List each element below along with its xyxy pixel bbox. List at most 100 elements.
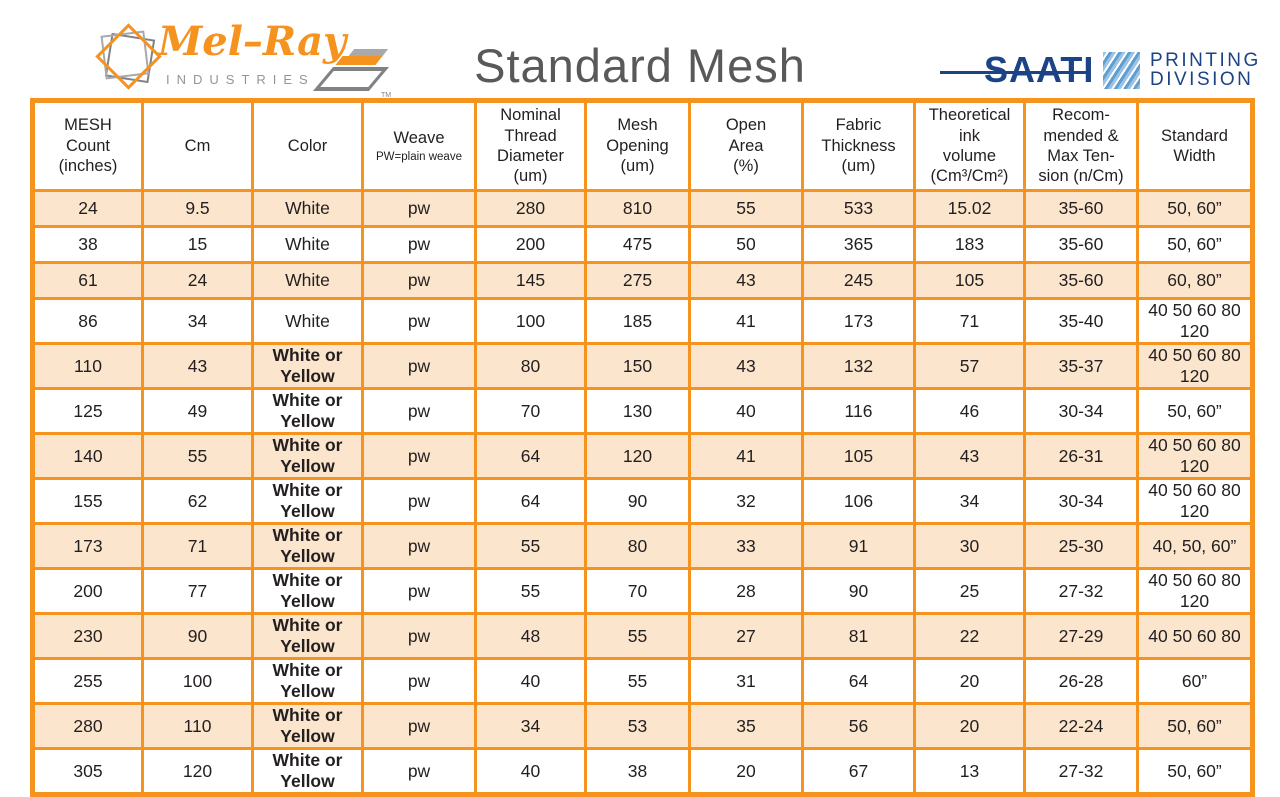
cell-tension: 30-34 xyxy=(1023,387,1139,435)
cell-weave: pw xyxy=(361,261,477,300)
cell-open-area: 43 xyxy=(688,261,804,300)
col-header-fabric-thickness: Fabric Thickness (um) xyxy=(801,99,916,192)
cell-open-area: 27 xyxy=(688,612,804,660)
cell-tension: 35-40 xyxy=(1023,297,1139,345)
cell-open-area: 35 xyxy=(688,702,804,750)
cell-standard-width: 60, 80” xyxy=(1136,261,1254,300)
cell-weave: pw xyxy=(361,657,477,705)
cell-color: White xyxy=(251,261,364,300)
cell-thread-diameter: 200 xyxy=(474,225,587,264)
col-header-open-area: Open Area (%) xyxy=(688,99,804,192)
table-row: 110 43 White or Yellow pw 80 150 43 132 57 35-37 4… xyxy=(31,342,1254,390)
cell-open-area: 50 xyxy=(688,225,804,264)
cell-thread-diameter: 55 xyxy=(474,567,587,615)
cell-mesh-count: 125 xyxy=(31,387,144,435)
cell-tension: 27-29 xyxy=(1023,612,1139,660)
saati-printing-division-label: PRINTING DIVISION xyxy=(1150,51,1261,89)
table-row: 230 90 White or Yellow pw 48 55 27 81 22 27-29 40 … xyxy=(31,612,1254,660)
saati-division-line2: DIVISION xyxy=(1150,69,1254,90)
col-header-standard-width: Standard Width xyxy=(1136,99,1254,192)
col-header-label: Mesh Opening (um) xyxy=(606,116,669,176)
page-title: Standard Mesh xyxy=(474,39,806,92)
cell-open-area: 40 xyxy=(688,387,804,435)
cell-cm: 24 xyxy=(141,261,254,300)
cell-standard-width: 60” xyxy=(1136,657,1254,705)
cell-open-area: 33 xyxy=(688,522,804,570)
cell-mesh-opening: 80 xyxy=(584,522,691,570)
cell-open-area: 55 xyxy=(688,189,804,228)
cell-weave: pw xyxy=(361,297,477,345)
cell-fabric-thickness: 90 xyxy=(801,567,916,615)
col-header-weave: Weave PW=plain weave xyxy=(361,99,477,192)
saati-line-decoration xyxy=(940,71,1090,74)
cell-standard-width: 40, 50, 60” xyxy=(1136,522,1254,570)
col-header-label: Fabric Thickness (um) xyxy=(821,116,896,176)
cell-thread-diameter: 70 xyxy=(474,387,587,435)
cell-cm: 90 xyxy=(141,612,254,660)
cell-color: White or Yellow xyxy=(251,657,364,705)
cell-ink-volume: 20 xyxy=(913,657,1026,705)
cell-color: White xyxy=(251,189,364,228)
cell-thread-diameter: 64 xyxy=(474,477,587,525)
cell-color: White or Yellow xyxy=(251,387,364,435)
table-row: 125 49 White or Yellow pw 70 130 40 116 46 30-34 5… xyxy=(31,387,1254,435)
col-header-label: MESH Count (inches) xyxy=(58,116,118,176)
col-header-color: Color xyxy=(251,99,364,192)
cell-fabric-thickness: 533 xyxy=(801,189,916,228)
col-header-subtext: PW=plain weave xyxy=(376,150,462,163)
cell-cm: 34 xyxy=(141,297,254,345)
cell-fabric-thickness: 116 xyxy=(801,387,916,435)
col-header-label: Recom- mended & Max Ten- sion (n/Cm) xyxy=(1038,106,1124,186)
melray-wordmark: Mel–Ray xyxy=(158,18,347,65)
cell-standard-width: 40 50 60 80 120 xyxy=(1136,297,1254,345)
col-header-label: Color xyxy=(287,136,328,155)
table-row: 200 77 White or Yellow pw 55 70 28 90 25 27-32 40 … xyxy=(31,567,1254,615)
table-row: 280 110 White or Yellow pw 34 53 35 56 20 22-24 50… xyxy=(31,702,1254,750)
cell-fabric-thickness: 132 xyxy=(801,342,916,390)
cell-weave: pw xyxy=(361,225,477,264)
cell-cm: 77 xyxy=(141,567,254,615)
col-header-mesh-opening: Mesh Opening (um) xyxy=(584,99,691,192)
cell-tension: 26-28 xyxy=(1023,657,1139,705)
cell-mesh-opening: 120 xyxy=(584,432,691,480)
cell-tension: 27-32 xyxy=(1023,567,1139,615)
cell-color: White or Yellow xyxy=(251,702,364,750)
cell-tension: 22-24 xyxy=(1023,702,1139,750)
cell-tension: 35-60 xyxy=(1023,261,1139,300)
col-header-thread-diameter: Nominal Thread Diameter (um) xyxy=(474,99,587,192)
table-row: 140 55 White or Yellow pw 64 120 41 105 43 26-31 4… xyxy=(31,432,1254,480)
cell-mesh-count: 61 xyxy=(31,261,144,300)
cell-fabric-thickness: 106 xyxy=(801,477,916,525)
cell-color: White or Yellow xyxy=(251,477,364,525)
cell-ink-volume: 22 xyxy=(913,612,1026,660)
cell-standard-width: 40 50 60 80 120 xyxy=(1136,432,1254,480)
mesh-table: MESH Count (inches) Cm Color Weave PW=plain … xyxy=(30,98,1255,797)
cell-ink-volume: 71 xyxy=(913,297,1026,345)
saati-wordmark: SAATI xyxy=(984,49,1095,90)
cell-mesh-opening: 90 xyxy=(584,477,691,525)
table-row: 255 100 White or Yellow pw 40 55 31 64 20 26-28 60… xyxy=(31,657,1254,705)
cell-standard-width: 50, 60” xyxy=(1136,387,1254,435)
cell-thread-diameter: 64 xyxy=(474,432,587,480)
cell-weave: pw xyxy=(361,612,477,660)
col-header-cm: Cm xyxy=(141,99,254,192)
cell-fabric-thickness: 56 xyxy=(801,702,916,750)
cell-thread-diameter: 100 xyxy=(474,297,587,345)
col-header-label: Weave xyxy=(393,129,445,148)
cell-ink-volume: 34 xyxy=(913,477,1026,525)
cell-color: White xyxy=(251,297,364,345)
screen-print-icon: TM xyxy=(312,49,392,99)
cell-ink-volume: 15.02 xyxy=(913,189,1026,228)
cell-mesh-opening: 810 xyxy=(584,189,691,228)
trademark-symbol: TM xyxy=(381,92,392,99)
melray-logo: Mel–Ray INDUSTRIES TM xyxy=(28,6,391,99)
col-header-label: Standard Width xyxy=(1161,126,1228,165)
saati-stripes-icon xyxy=(1103,52,1140,89)
cell-weave: pw xyxy=(361,477,477,525)
table-row: 24 9.5 White pw 280 810 55 533 15.02 35-60 50, 60” xyxy=(31,189,1254,228)
cell-cm: 110 xyxy=(141,702,254,750)
cell-standard-width: 40 50 60 80 120 xyxy=(1136,567,1254,615)
cell-ink-volume: 57 xyxy=(913,342,1026,390)
table-row: 38 15 White pw 200 475 50 365 183 35-60 50, 60” xyxy=(31,225,1254,264)
col-header-label: Nominal Thread Diameter (um) xyxy=(497,106,564,186)
